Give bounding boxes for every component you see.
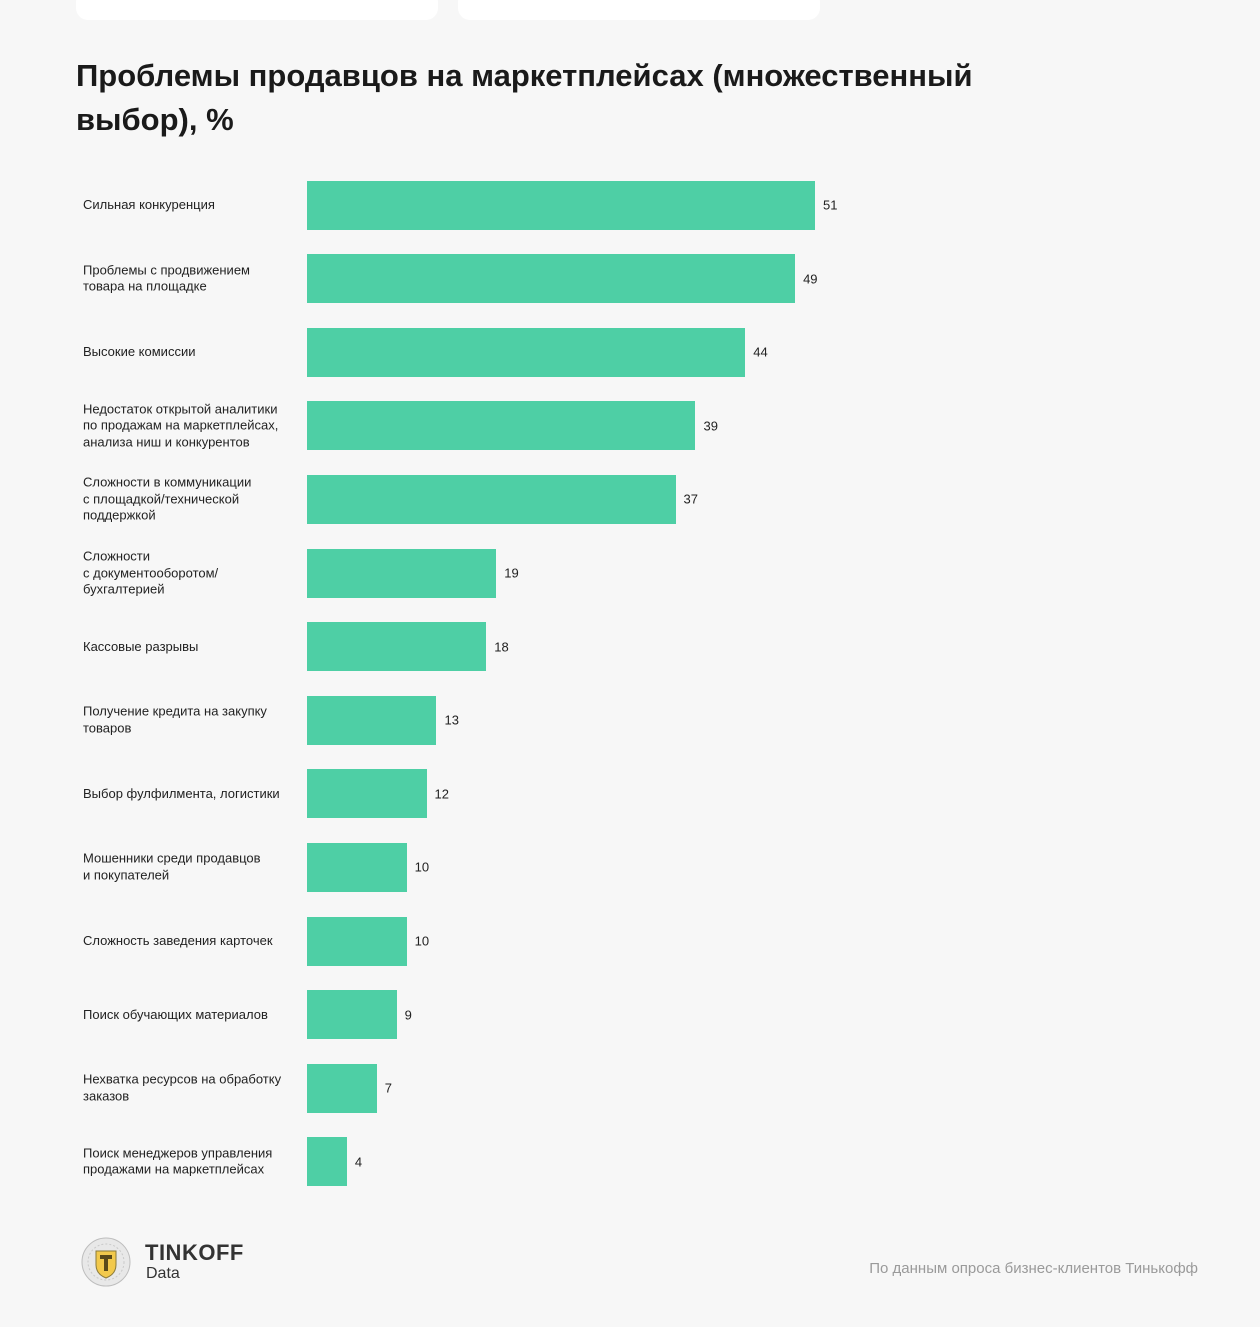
category-label-line: Высокие комиссии bbox=[83, 343, 196, 359]
value-label: 7 bbox=[384, 1080, 392, 1096]
category-label-line: Недостаток открытой аналитики bbox=[83, 401, 278, 417]
category-label-line: Сильная конкуренция bbox=[83, 196, 215, 212]
bar bbox=[307, 622, 487, 672]
value-label: 37 bbox=[683, 491, 699, 507]
category-label-line: Кассовые разрывы bbox=[83, 638, 199, 654]
category-label: Получение кредита на закупку товаров bbox=[83, 704, 298, 737]
bar bbox=[307, 916, 407, 966]
category-label: Выбор фулфилмента, логистики bbox=[83, 786, 298, 803]
category-label-line: и покупателей bbox=[83, 867, 170, 883]
value-label: 44 bbox=[753, 344, 768, 360]
value-label: 13 bbox=[444, 712, 459, 728]
bar bbox=[307, 327, 746, 377]
top-card-left bbox=[76, 0, 438, 20]
category-label: Поиск обучающих материалов bbox=[83, 1006, 298, 1023]
source-note: По данным опроса бизнес-клиентов Тинькоф… bbox=[869, 1260, 1198, 1277]
category-label-line: поддержкой bbox=[83, 507, 156, 523]
bar bbox=[307, 842, 407, 892]
value-label: 39 bbox=[703, 418, 718, 434]
bar bbox=[307, 401, 696, 451]
bar bbox=[307, 1137, 347, 1187]
bar bbox=[307, 1063, 377, 1113]
category-label-line: товара на площадке bbox=[83, 278, 207, 294]
category-label-line: Нехватка ресурсов на обработку bbox=[83, 1071, 282, 1087]
bar bbox=[307, 548, 497, 598]
brand-name: TINKOFF bbox=[145, 1240, 244, 1265]
category-label: Сильная конкуренция bbox=[83, 197, 298, 214]
category-label: Проблемы с продвижением товара на площадк… bbox=[83, 262, 298, 295]
category-label-line: Выбор фулфилмента, логистики bbox=[83, 785, 280, 801]
value-label: 12 bbox=[434, 786, 449, 802]
value-label: 18 bbox=[494, 639, 509, 655]
category-label-line: Получение кредита на закупку bbox=[83, 703, 267, 719]
bar bbox=[307, 990, 397, 1040]
value-label: 19 bbox=[504, 565, 519, 581]
category-label: Кассовые разрывы bbox=[83, 638, 298, 655]
bar bbox=[307, 695, 437, 745]
bar bbox=[307, 254, 796, 304]
value-label: 51 bbox=[823, 197, 838, 213]
category-label-line: товаров bbox=[83, 720, 132, 736]
category-label-line: Сложности bbox=[83, 548, 151, 564]
category-label-line: Мошенники среди продавцов bbox=[83, 850, 261, 866]
category-label: Высокие комиссии bbox=[83, 344, 298, 361]
category-label-line: Сложность заведения карточек bbox=[83, 932, 273, 948]
category-label-line: Проблемы с продвижением bbox=[83, 262, 250, 278]
value-label: 9 bbox=[404, 1007, 412, 1023]
bar bbox=[307, 769, 427, 819]
category-label: Сложности в коммуникации с площадкой/техн… bbox=[83, 475, 298, 525]
bar bbox=[307, 180, 815, 230]
category-label-line: Поиск менеджеров управления bbox=[83, 1145, 273, 1161]
category-label: Сложность заведения карточек bbox=[83, 933, 298, 950]
brand-subtitle: Data bbox=[146, 1265, 180, 1282]
category-label: Недостаток открытой аналитики по продажам… bbox=[83, 401, 298, 451]
category-label: Нехватка ресурсов на обработку заказов bbox=[83, 1072, 298, 1105]
category-label-line: с документооборотом/ bbox=[83, 564, 219, 580]
category-label-line: заказов bbox=[83, 1088, 130, 1104]
category-label-line: Сложности в коммуникации bbox=[83, 474, 252, 490]
bar bbox=[307, 474, 676, 524]
category-label: Мошенники среди продавцов и покупателей bbox=[83, 851, 298, 884]
value-label: 4 bbox=[354, 1154, 363, 1170]
value-label: 10 bbox=[414, 859, 430, 875]
category-label-line: бухгалтерией bbox=[83, 581, 165, 597]
category-label-line: продажами на маркетплейсах bbox=[83, 1161, 265, 1177]
category-label-line: Поиск обучающих материалов bbox=[83, 1006, 268, 1022]
category-label-line: с площадкой/технической bbox=[83, 491, 240, 507]
category-label-line: по продажам на маркетплейсах, bbox=[83, 417, 279, 433]
category-label: Сложности с документооборотом/бухгалтерие… bbox=[83, 548, 298, 598]
chart-title: Проблемы продавцов на маркетплейсах (мно… bbox=[76, 58, 973, 137]
category-label: Поиск менеджеров управления продажами на … bbox=[83, 1145, 298, 1178]
value-label: 10 bbox=[414, 933, 430, 949]
top-card-right bbox=[458, 0, 820, 20]
category-label-line: анализа ниш и конкурентов bbox=[83, 434, 250, 450]
tinkoff-shield-icon bbox=[81, 1237, 131, 1287]
value-label: 49 bbox=[803, 271, 818, 287]
